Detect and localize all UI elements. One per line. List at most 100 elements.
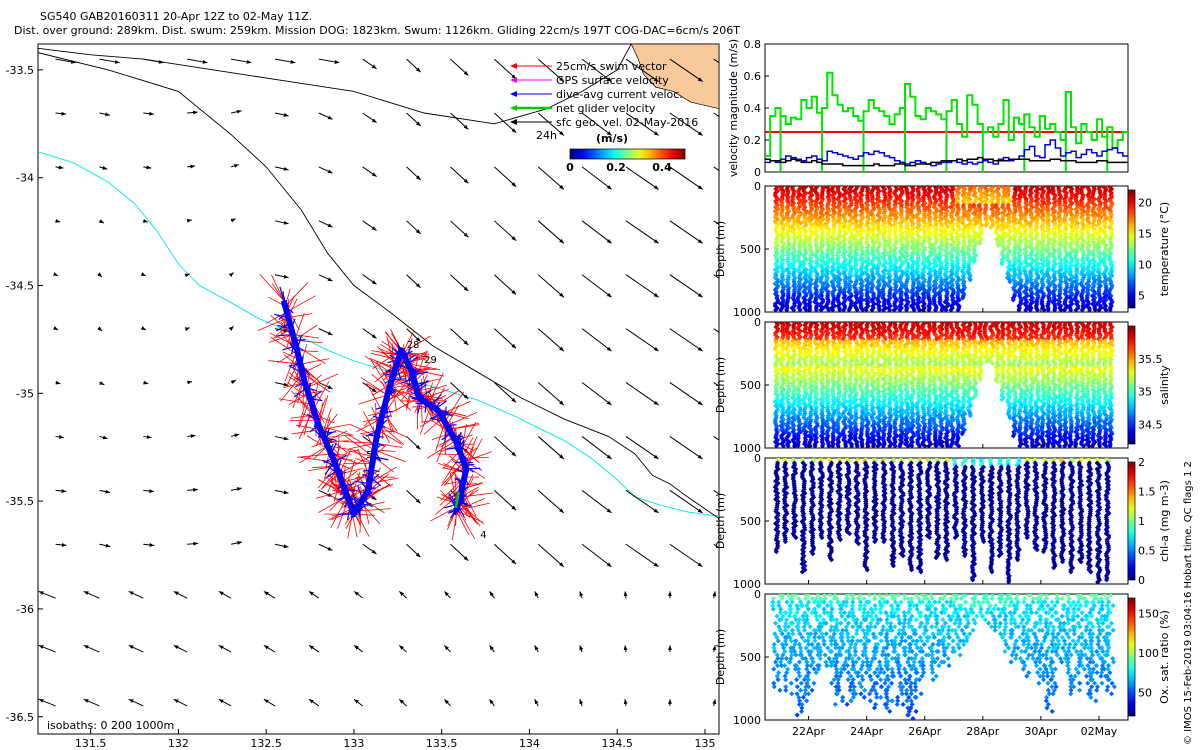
geo-vector (581, 112, 612, 136)
geo-vector-head (83, 699, 89, 703)
geo-vector-head (653, 185, 659, 190)
geo-vector-head (371, 118, 377, 123)
profile-point (837, 307, 843, 312)
profile-point (960, 295, 966, 301)
geo-vector-head (511, 236, 517, 241)
geo-vector-head (263, 591, 269, 596)
geo-vector-head (511, 559, 516, 565)
geo-vector-head (61, 489, 67, 493)
colorbar-title: (m/s) (596, 132, 628, 145)
swim-vector (444, 391, 465, 423)
geo-vector-head (97, 272, 102, 277)
swim-vector (302, 373, 331, 393)
swim-vector (412, 367, 432, 376)
geo-vector-head (697, 185, 703, 190)
isobath-label: isobaths: 0 200 1000m (47, 719, 174, 732)
swim-vector (458, 502, 478, 525)
geo-vector-head (83, 645, 89, 649)
dive-avg-current (274, 286, 481, 520)
geo-vector (625, 166, 659, 190)
swim-vector (325, 440, 349, 443)
map-axis-ticks: 131.5 132 132.5 133 133.5 134 134.5 135-33.5-34… (6, 64, 716, 750)
geo-vector-head (697, 562, 703, 567)
profile-point (869, 307, 875, 312)
x-tick-label: 133.5 (426, 737, 458, 750)
geo-vector-head (489, 699, 494, 705)
geo-vector-head (371, 334, 377, 339)
colorbar-label: temperature (°C) (1158, 202, 1171, 296)
geo-vector-head (697, 400, 703, 406)
geo-vector-head (444, 699, 449, 704)
swim-vector (338, 456, 370, 475)
geo-vector (537, 166, 565, 190)
vel-y-label: velocity magnitude (m/s) (727, 39, 740, 177)
geo-vector (581, 220, 612, 244)
geo-vector-head (263, 699, 269, 704)
geo-vector-head (653, 346, 659, 352)
geo-vector (625, 112, 659, 136)
depth-tick-label: 1000 (733, 306, 761, 319)
geo-vector-head (97, 326, 103, 331)
geo-vector (537, 112, 565, 136)
swim-vector (369, 357, 396, 370)
geo-vector (537, 382, 565, 406)
swim-vector (446, 405, 460, 426)
geo-vector-head (559, 508, 564, 513)
geo-vector-head (463, 70, 469, 76)
geo-vector-head (415, 444, 421, 450)
geo-vector-head (105, 112, 110, 117)
geo-vector-head (511, 128, 517, 133)
swim-vector (464, 436, 478, 466)
track-label: 29 (424, 355, 437, 366)
swim-vector (299, 445, 328, 464)
geo-vector-head (559, 454, 564, 459)
geo-vector (537, 58, 565, 82)
swim-vector (318, 495, 348, 513)
profile-point (1010, 297, 1016, 303)
geo-vector-head (559, 346, 564, 352)
geo-vector-head (146, 165, 152, 170)
geo-vector (494, 112, 517, 134)
geo-vector-head (327, 115, 333, 120)
geo-vector-head (463, 286, 469, 292)
geo-vector-head (283, 490, 289, 495)
geo-vector-head (606, 77, 612, 82)
geo-vector-head (444, 591, 449, 597)
geo-vector-head (511, 451, 517, 457)
geo-vector-head (415, 175, 421, 180)
geo-vector-head (327, 223, 333, 228)
swim-vector (436, 453, 462, 456)
swim-vector (278, 398, 312, 405)
geo-vector-head (173, 591, 179, 596)
geo-vector-head (371, 549, 377, 554)
swim-vector (306, 373, 339, 389)
profile-point (926, 307, 932, 312)
x-tick-label: 134.5 (601, 737, 633, 750)
geo-vector-head (283, 166, 289, 171)
geo-vector-head (83, 591, 89, 596)
profile-point (778, 307, 784, 312)
geo-vector-head (697, 508, 703, 513)
y-tick-label: -35.5 (6, 495, 34, 508)
vel-y-tick-label: 0.8 (744, 38, 762, 51)
colorbar-tick-label: 5 (1138, 290, 1145, 303)
geo-vector (625, 489, 659, 514)
geo-vector-head (606, 292, 612, 298)
geo-vector-head (290, 59, 296, 64)
geo-vector-head (61, 111, 67, 116)
geo-vector-head (534, 591, 539, 597)
geo-vector (494, 166, 517, 188)
geo-vector-head (192, 110, 198, 115)
geo-vector-head (52, 272, 58, 276)
profile-point (1052, 307, 1058, 312)
colorbar-tick-label: 0.4 (652, 161, 672, 174)
geo-vector-head (579, 591, 584, 597)
geo-vector-head (173, 645, 179, 650)
geo-vector-head (415, 121, 421, 127)
geo-vector-head (128, 699, 134, 703)
geo-vector-head (463, 232, 469, 238)
track-label: 4 (480, 530, 486, 541)
swim-vector (270, 336, 299, 356)
geo-vector (669, 166, 703, 190)
